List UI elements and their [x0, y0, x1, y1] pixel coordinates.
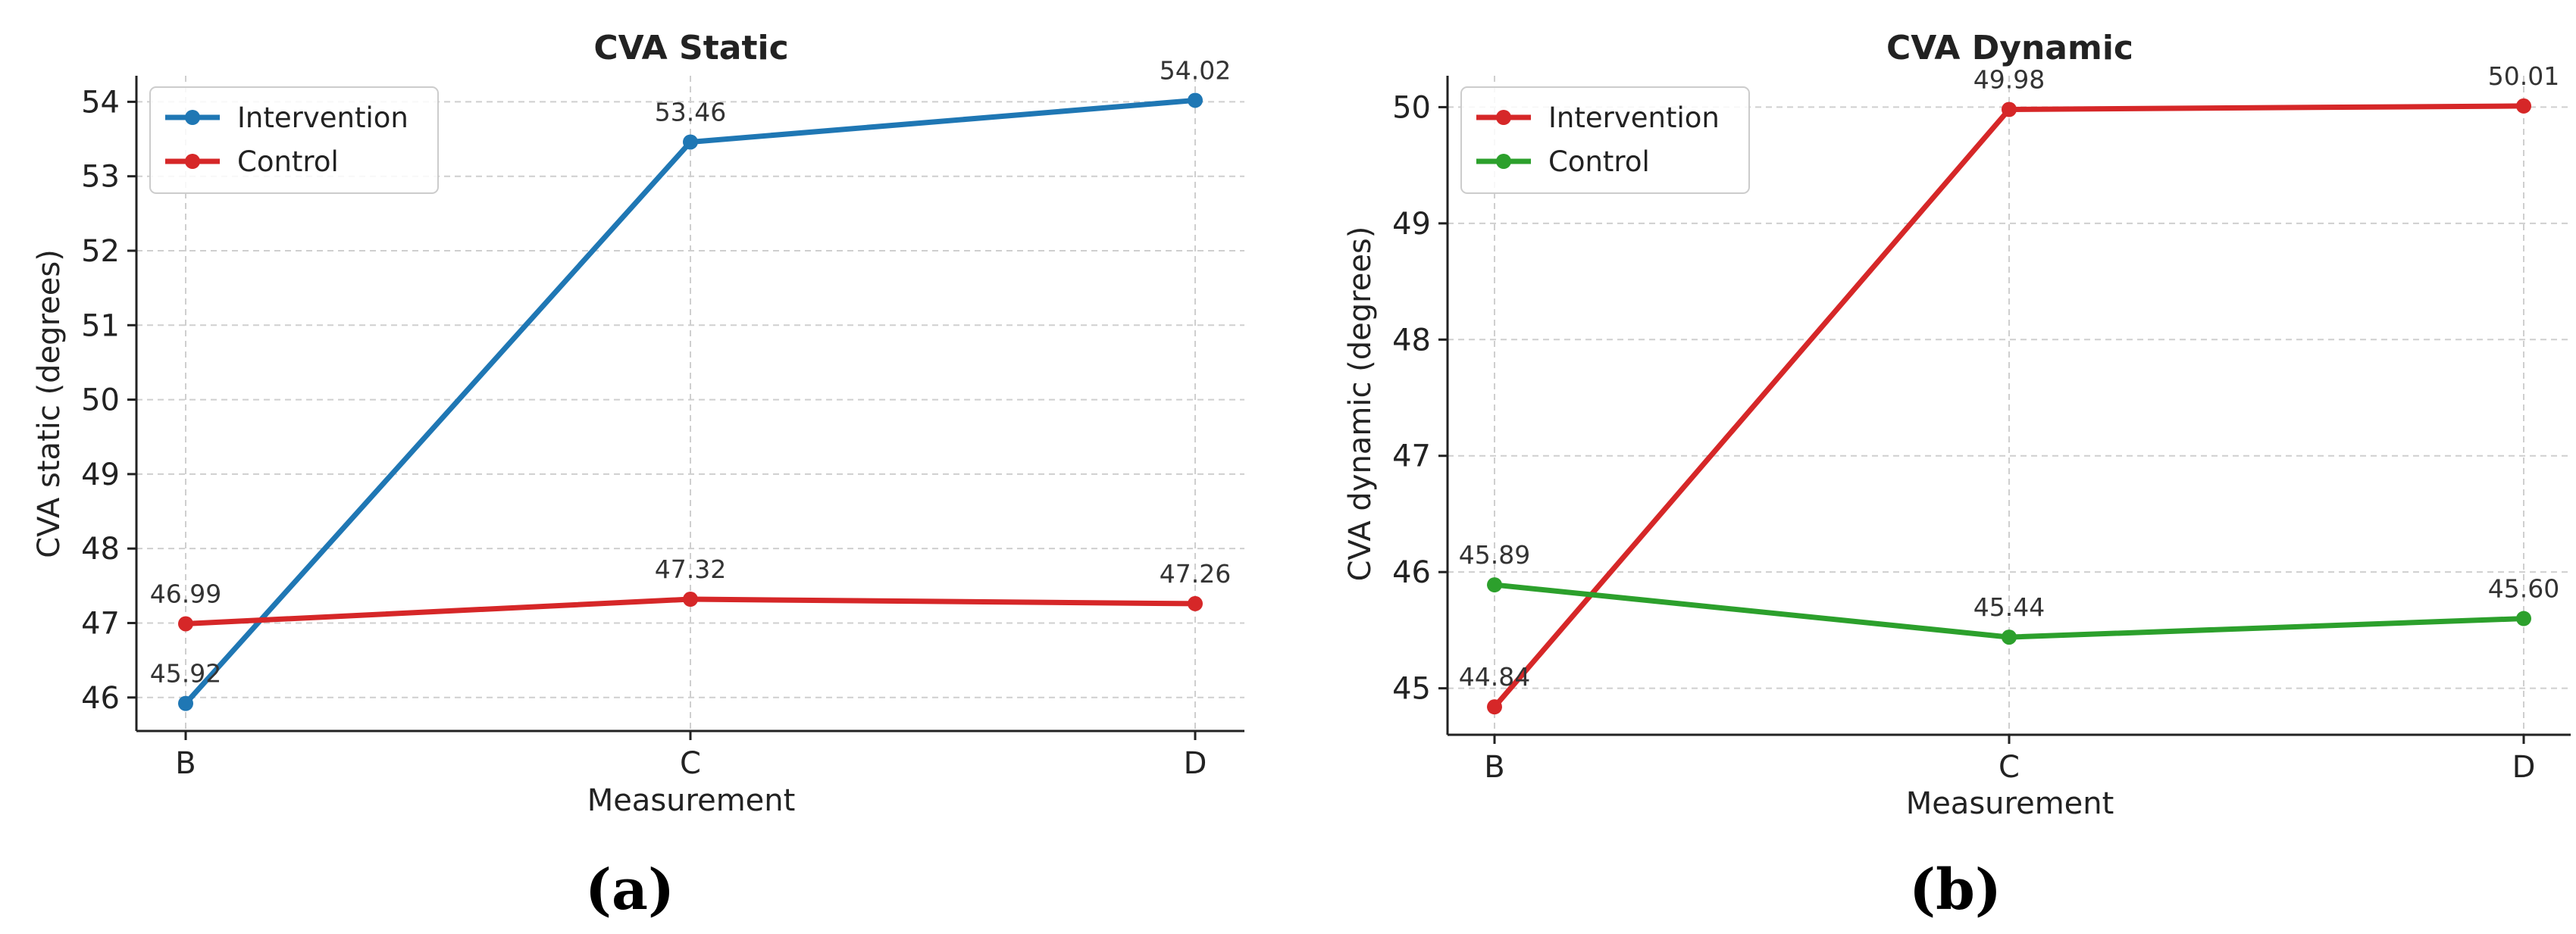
x-tick-label: C [1999, 750, 2020, 785]
y-tick-label: 50 [81, 383, 120, 418]
data-point [1188, 595, 1203, 611]
y-axis-label: CVA static (degrees) [32, 249, 67, 558]
x-tick-label: B [175, 746, 196, 781]
data-label: 47.32 [655, 554, 726, 584]
panel-caption: (b) [1909, 857, 2002, 923]
legend-swatch-marker [1496, 154, 1511, 169]
data-point [1487, 577, 1502, 593]
legend-label: Control [1548, 145, 1650, 178]
chart-panel-a: CVA Static 46 47 48 49 50 51 52 53 54 B C D 45.92 53… [32, 29, 1244, 923]
data-point [2002, 102, 2017, 117]
chart-panel-b: CVA Dynamic 45 46 47 48 49 50 B C D 44.84 49.98 50… [1343, 29, 2571, 923]
x-axis-label: Measurement [587, 783, 796, 818]
data-point [683, 134, 698, 150]
y-tick-label: 54 [81, 85, 120, 120]
data-point [1487, 699, 1502, 715]
legend-box [1460, 86, 1750, 194]
panel-caption: (a) [585, 857, 675, 923]
series-intervention: 44.84 49.98 50.01 [1459, 61, 2559, 715]
data-label: 54.02 [1160, 55, 1231, 85]
chart-title: CVA Static [593, 29, 788, 67]
data-label: 45.89 [1459, 540, 1530, 570]
legend-label: Intervention [237, 102, 408, 134]
y-tick-label: 47 [81, 606, 120, 641]
y-tick-label: 46 [1392, 555, 1431, 590]
y-tick-label: 48 [81, 532, 120, 567]
legend-swatch-marker [185, 154, 200, 169]
y-tick-label: 50 [1392, 90, 1431, 125]
x-axis-label: Measurement [1906, 786, 2114, 821]
y-tick-label: 48 [1392, 323, 1431, 358]
data-label: 50.01 [2488, 61, 2559, 91]
x-tick-label: C [680, 746, 701, 781]
data-point [2002, 629, 2017, 645]
legend-box [149, 86, 439, 194]
x-tick-label: D [1184, 746, 1207, 781]
data-point [178, 616, 193, 632]
series-control: 45.89 45.44 45.60 [1459, 540, 2559, 645]
y-tick-label: 46 [81, 681, 120, 716]
data-label: 46.99 [150, 579, 221, 608]
legend-label: Intervention [1548, 102, 1720, 134]
data-point [1188, 92, 1203, 108]
y-tick-label: 53 [81, 160, 120, 195]
y-tick-label: 52 [81, 234, 120, 269]
data-label: 45.44 [1973, 592, 2045, 622]
data-label: 44.84 [1459, 662, 1530, 692]
y-tick-label: 51 [81, 308, 120, 343]
y-tick-label: 49 [81, 458, 120, 492]
legend-swatch-marker [185, 110, 200, 125]
data-label: 45.60 [2488, 574, 2559, 604]
y-tick-label: 45 [1392, 672, 1431, 707]
data-point [683, 592, 698, 608]
y-axis-label: CVA dynamic (degrees) [1343, 226, 1378, 582]
data-label: 47.26 [1160, 559, 1231, 589]
y-tick-label: 47 [1392, 439, 1431, 474]
x-tick-label: D [2512, 750, 2536, 785]
data-label: 49.98 [1973, 64, 2045, 94]
data-point [178, 695, 193, 711]
chart-title: CVA Dynamic [1886, 29, 2133, 67]
legend-swatch-marker [1496, 110, 1511, 125]
data-point [2516, 611, 2531, 626]
legend-label: Control [237, 145, 339, 178]
y-tick-label: 49 [1392, 207, 1431, 242]
x-tick-label: B [1484, 750, 1504, 785]
data-label: 53.46 [655, 97, 726, 127]
series-intervention: 45.92 53.46 54.02 [150, 55, 1231, 711]
data-label: 45.92 [150, 659, 221, 689]
data-point [2516, 98, 2531, 114]
series-control: 46.99 47.32 47.26 [150, 554, 1231, 632]
